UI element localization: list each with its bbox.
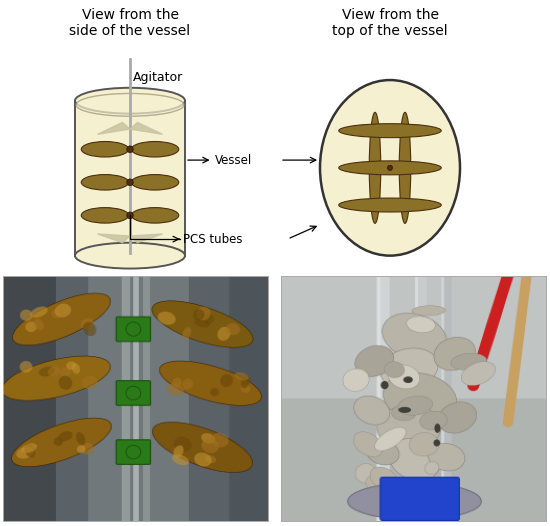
Ellipse shape	[75, 242, 185, 269]
Ellipse shape	[81, 141, 129, 157]
Ellipse shape	[320, 80, 460, 256]
Text: View from the
top of the vessel: View from the top of the vessel	[332, 8, 448, 38]
Ellipse shape	[131, 175, 179, 190]
Bar	[75, 100, 185, 256]
Ellipse shape	[339, 161, 441, 175]
Ellipse shape	[399, 113, 411, 224]
Polygon shape	[97, 234, 130, 242]
Ellipse shape	[388, 165, 393, 170]
Text: Vessel: Vessel	[215, 154, 252, 167]
Polygon shape	[130, 123, 162, 134]
Ellipse shape	[131, 208, 179, 223]
Ellipse shape	[339, 124, 441, 138]
Ellipse shape	[81, 175, 129, 190]
Ellipse shape	[339, 198, 441, 212]
Text: Agitator: Agitator	[133, 71, 183, 84]
Text: PCS tubes: PCS tubes	[183, 232, 242, 246]
Ellipse shape	[76, 94, 184, 116]
Ellipse shape	[126, 179, 133, 186]
Text: View from the
side of the vessel: View from the side of the vessel	[69, 8, 190, 38]
Ellipse shape	[81, 208, 129, 223]
Ellipse shape	[126, 146, 133, 153]
Ellipse shape	[126, 212, 133, 219]
Ellipse shape	[369, 113, 381, 224]
Polygon shape	[130, 234, 162, 242]
Ellipse shape	[131, 141, 179, 157]
Polygon shape	[97, 123, 130, 134]
Ellipse shape	[75, 88, 185, 114]
